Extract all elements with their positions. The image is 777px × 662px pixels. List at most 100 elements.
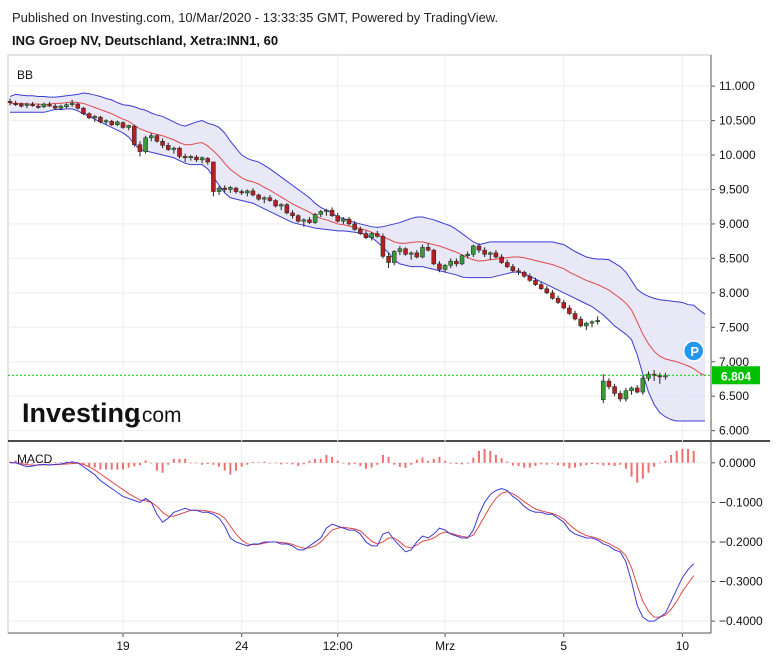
candle-body [606,380,612,387]
candle [120,121,126,129]
time-tick-label: 5 [560,639,567,653]
macd-histogram-bar [37,462,40,463]
candle [640,375,646,395]
candle [47,101,52,107]
candle [544,285,550,295]
candle-body [171,147,177,150]
candle-body [657,375,663,378]
macd-histogram-bar [342,462,345,464]
candle-body [431,249,437,265]
candle [601,374,606,404]
candle [143,135,148,154]
candle-body [132,125,137,145]
macd-histogram-bar [483,448,486,463]
macd-histogram-bar [88,462,91,467]
candle-body [52,105,58,109]
macd-histogram-bar [65,461,68,463]
macd-histogram-bar [653,462,656,467]
band-basis-line [10,101,706,376]
macd-tick-label: 0.0000 [719,456,756,470]
candle [335,212,340,223]
candle-body [149,135,154,139]
macd-histogram-bar [274,462,277,464]
price-tick-label: 6.500 [719,389,749,403]
candle-body [612,386,617,394]
candle-body [199,157,205,161]
candle [250,188,256,197]
macd-histogram-bar [494,454,497,463]
macd-histogram-bar [122,462,125,470]
chart-frame [7,54,770,634]
candle-body [318,211,324,215]
candle [41,102,47,109]
macd-histogram-bar [551,462,554,464]
candle [92,115,98,122]
price-tick-label: 8.000 [719,286,749,300]
band-fill [10,93,705,422]
bb-indicator-label: BB [17,68,33,82]
candlesticks [7,98,668,404]
candle-body [375,233,380,237]
candle [363,230,369,240]
macd-histogram-bar [624,462,627,469]
macd-histogram-bar [438,456,441,463]
macd-histogram-bar [472,457,475,463]
candle [273,199,278,208]
candle [211,161,216,197]
macd-histogram-bar [466,462,469,464]
macd-histogram-bar [353,462,356,464]
macd-histogram-bar [48,462,51,464]
candle [482,247,487,258]
candle [256,193,261,201]
macd-histogram-bar [568,462,571,469]
candle [160,138,165,149]
candle-body [595,320,600,323]
macd-histogram-bar [240,462,243,467]
macd-histogram-bar [195,462,198,464]
macd-histogram-bar [348,462,351,465]
event-marker-circle [682,340,705,362]
macd-plot [9,448,695,622]
candle [30,101,35,107]
macd-histogram-bar [161,462,164,473]
macd-histogram-bar [692,450,695,463]
candle [75,102,81,110]
candle [149,132,154,142]
candle-body [369,233,374,238]
candle-body [601,380,606,400]
candle-body [437,263,442,270]
candle [7,98,13,106]
candle [414,250,420,259]
candle-body [239,191,244,194]
candle-body [278,204,284,207]
macd-histogram-bar [105,462,108,470]
event-marker[interactable]: P [682,340,705,362]
macd-histogram-bar [59,462,62,463]
candle-body [567,307,572,314]
candle-body [115,121,120,125]
candle [420,244,425,259]
candle-body [538,284,544,289]
candle-body [476,245,482,251]
candle [278,203,284,211]
candle [471,244,476,258]
macd-histogram-bar [308,460,311,463]
event-marker-label: P [690,344,699,359]
macd-line [10,461,695,622]
macd-signal-line [10,462,695,618]
candle-body [324,209,329,212]
candle [391,250,397,266]
candle-body [589,321,595,324]
macd-histogram-bar [444,460,447,463]
candle-body [233,187,239,192]
candle-body [341,218,346,222]
candle [98,115,103,124]
macd-histogram-bar [218,462,221,467]
macd-histogram-bar [647,462,650,473]
candle-body [301,219,307,222]
macd-histogram-bar [613,462,616,466]
macd-histogram-bar [585,462,588,466]
price-tick-label: 10.500 [719,114,756,128]
candle [527,273,533,282]
